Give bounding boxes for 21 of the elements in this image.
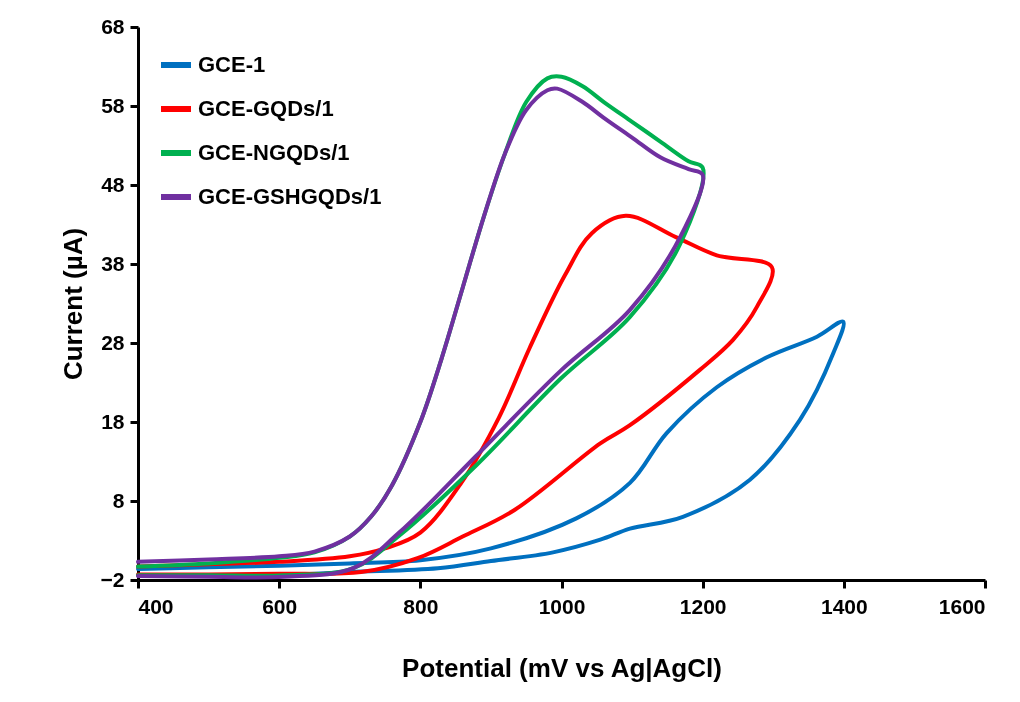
x-tick-label: 1000 (538, 594, 586, 618)
y-tick-label: 58 (101, 93, 125, 117)
x-tick-label: 600 (262, 594, 298, 618)
legend-label: GCE-1 (198, 52, 266, 77)
x-tick-label: 1600 (938, 594, 986, 618)
y-tick-label: −2 (100, 567, 125, 591)
x-tick-label: 800 (403, 594, 439, 618)
y-tick-label: 68 (101, 14, 125, 38)
y-axis-title: Current (µA) (57, 227, 88, 381)
y-tick-label: 28 (101, 330, 125, 354)
x-axis-title: Potential (mV vs Ag|AgCl) (402, 652, 722, 683)
legend-label: GCE-NGQDs/1 (198, 140, 350, 165)
y-tick-label: 48 (101, 172, 125, 196)
y-tick-label: 18 (101, 409, 125, 433)
legend-label: GCE-GQDs/1 (198, 96, 334, 121)
x-tick-label: 400 (138, 594, 174, 618)
y-tick-label: 38 (101, 251, 125, 275)
y-tick-label: 8 (112, 488, 125, 512)
x-tick-label: 1400 (820, 594, 868, 618)
legend-label: GCE-GSHGQDs/1 (198, 184, 382, 209)
x-tick-label: 1200 (679, 594, 727, 618)
